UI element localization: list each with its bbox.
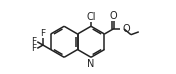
Text: F: F (40, 29, 46, 38)
Text: O: O (122, 24, 130, 34)
Text: F: F (32, 44, 37, 53)
Text: N: N (87, 59, 95, 69)
Text: F: F (31, 37, 36, 46)
Text: Cl: Cl (86, 12, 96, 22)
Text: O: O (109, 11, 117, 21)
